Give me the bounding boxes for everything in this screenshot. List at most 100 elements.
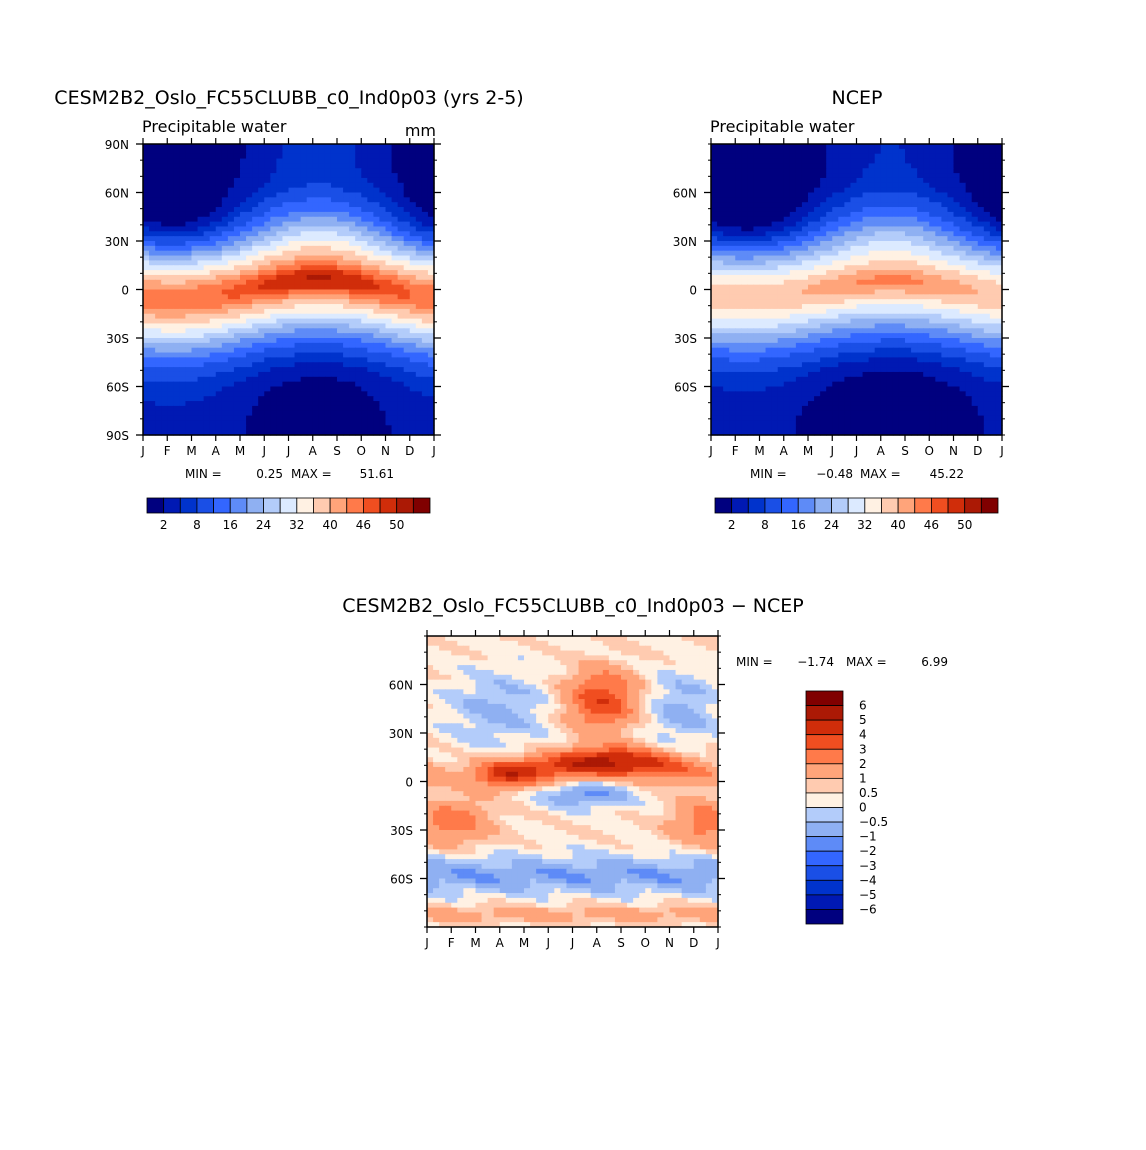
- heatmap-cell: [875, 197, 882, 202]
- heatmap-cell: [216, 396, 223, 401]
- heatmap-cell: [796, 275, 803, 280]
- heatmap-cell: [778, 183, 785, 188]
- heatmap-cell: [978, 294, 985, 299]
- heatmap-cell: [307, 367, 314, 372]
- heatmap-cell: [167, 246, 174, 251]
- heatmap-cell: [850, 193, 857, 198]
- heatmap-cell: [796, 236, 803, 241]
- heatmap-cell: [869, 226, 876, 231]
- heatmap-cell: [379, 163, 386, 168]
- heatmap-cell: [313, 338, 320, 343]
- heatmap-cell: [240, 406, 247, 411]
- heatmap-cell: [905, 212, 912, 217]
- heatmap-cell: [210, 168, 217, 173]
- heatmap-cell: [911, 236, 918, 241]
- heatmap-cell: [796, 246, 803, 251]
- heatmap-cell: [863, 183, 870, 188]
- heatmap-cell: [282, 343, 289, 348]
- heatmap-cell: [741, 168, 748, 173]
- heatmap-cell: [192, 246, 199, 251]
- heatmap-cell: [802, 168, 809, 173]
- heatmap-cell: [204, 406, 211, 411]
- heatmap-cell: [392, 183, 399, 188]
- heatmap-cell: [392, 222, 399, 227]
- heatmap-cell: [778, 294, 785, 299]
- heatmap-cell: [179, 416, 186, 421]
- heatmap-cell: [204, 348, 211, 353]
- heatmap-cell: [954, 212, 961, 217]
- heatmap-cell: [844, 270, 851, 275]
- heatmap-cell: [192, 285, 199, 290]
- heatmap-cell: [198, 154, 205, 159]
- heatmap-cell: [832, 241, 839, 246]
- heatmap-cell: [790, 149, 797, 154]
- heatmap-cell: [155, 357, 162, 362]
- heatmap-cell: [832, 260, 839, 265]
- heatmap-cell: [222, 304, 229, 309]
- heatmap-cell: [386, 377, 393, 382]
- heatmap-cell: [935, 241, 942, 246]
- heatmap-cell: [404, 285, 411, 290]
- heatmap-cell: [760, 251, 767, 256]
- heatmap-cell: [717, 309, 724, 314]
- heatmap-cell: [398, 270, 405, 275]
- heatmap-cell: [149, 241, 156, 246]
- heatmap-cell: [778, 207, 785, 212]
- heatmap-cell: [784, 154, 791, 159]
- heatmap-cell: [264, 241, 271, 246]
- heatmap-cell: [282, 285, 289, 290]
- heatmap-cell: [234, 323, 241, 328]
- heatmap-cell: [814, 304, 821, 309]
- heatmap-cell: [228, 178, 235, 183]
- heatmap-cell: [398, 173, 405, 178]
- heatmap-cell: [355, 314, 362, 319]
- heatmap-cell: [355, 154, 362, 159]
- heatmap-cell: [295, 401, 302, 406]
- heatmap-cell: [711, 188, 718, 193]
- heatmap-cell: [723, 222, 730, 227]
- heatmap-cell: [386, 275, 393, 280]
- heatmap-cell: [307, 285, 314, 290]
- heatmap-cell: [216, 314, 223, 319]
- heatmap-cell: [729, 159, 736, 164]
- heatmap-cell: [264, 343, 271, 348]
- heatmap-cell: [355, 396, 362, 401]
- heatmap-cell: [760, 314, 767, 319]
- heatmap-cell: [947, 231, 954, 236]
- heatmap-cell: [857, 323, 864, 328]
- heatmap-cell: [192, 391, 199, 396]
- heatmap-cell: [179, 401, 186, 406]
- heatmap-cell: [857, 246, 864, 251]
- heatmap-cell: [392, 367, 399, 372]
- heatmap-cell: [167, 256, 174, 261]
- heatmap-cell: [410, 343, 417, 348]
- heatmap-cell: [935, 149, 942, 154]
- heatmap-cell: [838, 280, 845, 285]
- heatmap-cell: [875, 314, 882, 319]
- heatmap-cell: [984, 231, 991, 236]
- heatmap-cell: [392, 202, 399, 207]
- heatmap-cell: [373, 328, 380, 333]
- heatmap-cell: [355, 411, 362, 416]
- heatmap-cell: [911, 270, 918, 275]
- heatmap-cell: [386, 319, 393, 324]
- heatmap-cell: [778, 222, 785, 227]
- heatmap-cell: [966, 173, 973, 178]
- heatmap-cell: [367, 319, 374, 324]
- heatmap-cell: [887, 275, 894, 280]
- heatmap-cell: [386, 149, 393, 154]
- heatmap-cell: [747, 178, 754, 183]
- heatmap-cell: [295, 173, 302, 178]
- heatmap-cell: [923, 246, 930, 251]
- heatmap-cell: [216, 163, 223, 168]
- heatmap-cell: [240, 328, 247, 333]
- heatmap-cell: [711, 154, 718, 159]
- heatmap-cell: [240, 183, 247, 188]
- heatmap-cell: [337, 251, 344, 256]
- heatmap-cell: [820, 304, 827, 309]
- heatmap-cell: [228, 285, 235, 290]
- heatmap-cell: [392, 163, 399, 168]
- heatmap-cell: [850, 323, 857, 328]
- heatmap-cell: [289, 411, 296, 416]
- heatmap-cell: [741, 149, 748, 154]
